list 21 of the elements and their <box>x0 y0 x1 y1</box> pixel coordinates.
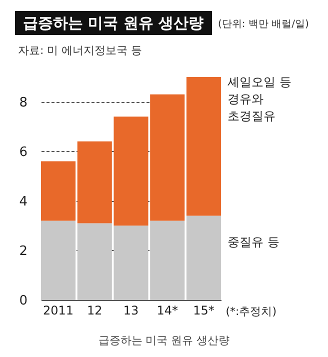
text: (*:추정치) <box>226 305 277 318</box>
bar <box>186 77 221 216</box>
x-tick-label: 2011 <box>43 304 74 318</box>
x-tick-label: 12 <box>86 304 102 318</box>
bar <box>186 216 221 300</box>
x-tick-label: 13 <box>123 304 139 318</box>
x-tick-label: 15* <box>193 304 214 318</box>
bar <box>41 161 76 221</box>
text: 급증하는 미국 원유 생산량 <box>97 333 231 348</box>
bar <box>41 220 76 300</box>
x-tick-label: 14* <box>156 304 178 318</box>
series-label: 중질유 등 <box>228 234 280 249</box>
series-label: 셰일오일 등 경유와 초경질유 <box>228 75 292 123</box>
y-tick-label: 6 <box>19 144 28 160</box>
y-tick-label: 2 <box>19 244 28 259</box>
chart-title: 급증하는 미국 원유 생산량 <box>15 11 212 35</box>
y-tick-label: 8 <box>19 95 28 110</box>
text: 자료: 미 에너지정보국 등 <box>18 43 142 58</box>
text: (단위: 백만 배럴/일) <box>218 18 309 31</box>
y-tick-label: 4 <box>19 194 28 210</box>
y-tick-label: 0 <box>19 294 28 308</box>
